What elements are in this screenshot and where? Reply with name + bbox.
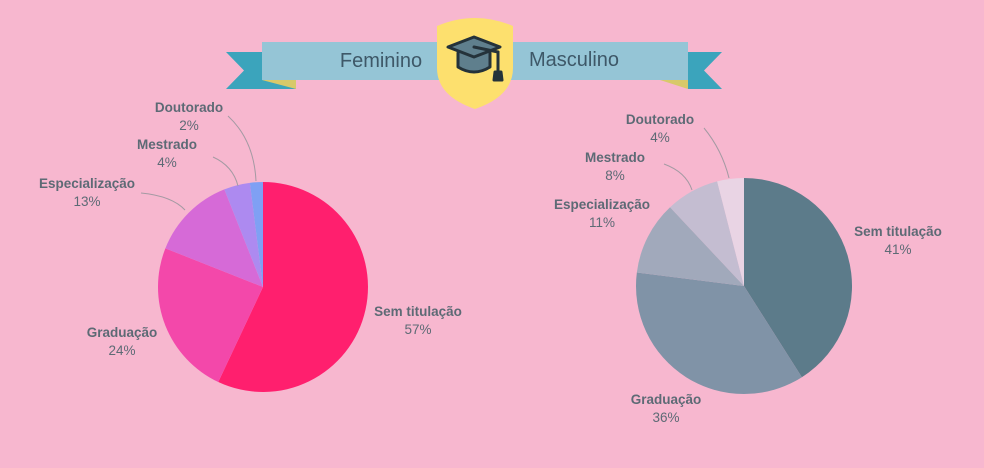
slice-value-sem-titulacao: 57%	[404, 322, 431, 337]
leader-line-especializacao	[140, 192, 186, 211]
labels-masculino: Doutorado 4% Mestrado 8% Especialização …	[554, 112, 942, 425]
slice-label-especializacao: Especialização	[39, 176, 135, 191]
leader-line-doutorado	[227, 115, 257, 182]
pie-slice-graduacao	[635, 272, 802, 395]
ribbon-fold-right	[660, 80, 688, 89]
graduation-cap-icon	[446, 35, 504, 82]
slice-label-mestrado: Mestrado	[137, 137, 197, 152]
slice-label-especializacao: Especialização	[554, 197, 650, 212]
slice-value-sem-titulacao: 41%	[884, 242, 911, 257]
slice-value-especializacao: 11%	[589, 215, 615, 230]
pie-slice-graduacao	[157, 248, 263, 383]
slice-value-doutorado: 2%	[179, 118, 199, 133]
leader-line-mestrado	[212, 156, 239, 187]
banner-right-label: Masculino	[529, 49, 619, 71]
pie-slice-sem-titulacao	[744, 178, 853, 378]
slice-value-mestrado: 4%	[157, 155, 177, 170]
leader-line-doutorado	[703, 127, 730, 179]
slice-label-doutorado: Doutorado	[155, 100, 223, 115]
pie-slice-especializacao	[636, 207, 744, 286]
slice-label-sem-titulacao: Sem titulação	[374, 304, 462, 319]
pie-chart-masculino	[635, 178, 853, 395]
slice-value-especializacao: 13%	[73, 194, 100, 209]
labels-feminino: Doutorado 2% Mestrado 4% Especialização …	[39, 100, 462, 358]
slice-value-graduacao: 24%	[108, 343, 135, 358]
slice-value-doutorado: 4%	[650, 130, 670, 145]
pie-slice-especializacao	[165, 189, 263, 287]
banner-left-label: Feminino	[340, 50, 422, 72]
ribbon-fold-left	[262, 80, 296, 89]
slice-label-sem-titulacao: Sem titulação	[854, 224, 942, 239]
pie-chart-feminino	[157, 182, 368, 392]
pie-slice-sem-titulacao	[218, 182, 368, 392]
slice-value-graduacao: 36%	[652, 410, 679, 425]
pie-slice-mestrado	[224, 182, 263, 287]
pie-slice-mestrado	[670, 181, 744, 286]
ribbon-tail-right	[688, 52, 722, 89]
leader-line-mestrado	[663, 163, 693, 191]
slice-label-graduacao: Graduação	[87, 325, 158, 340]
slice-label-mestrado: Mestrado	[585, 150, 645, 165]
pie-slice-doutorado	[717, 178, 744, 286]
slice-label-graduacao: Graduação	[631, 392, 702, 407]
slice-value-mestrado: 8%	[605, 168, 625, 183]
pie-slice-doutorado	[249, 182, 263, 287]
title-banner: Feminino Masculino	[226, 18, 722, 109]
slice-label-doutorado: Doutorado	[626, 112, 694, 127]
